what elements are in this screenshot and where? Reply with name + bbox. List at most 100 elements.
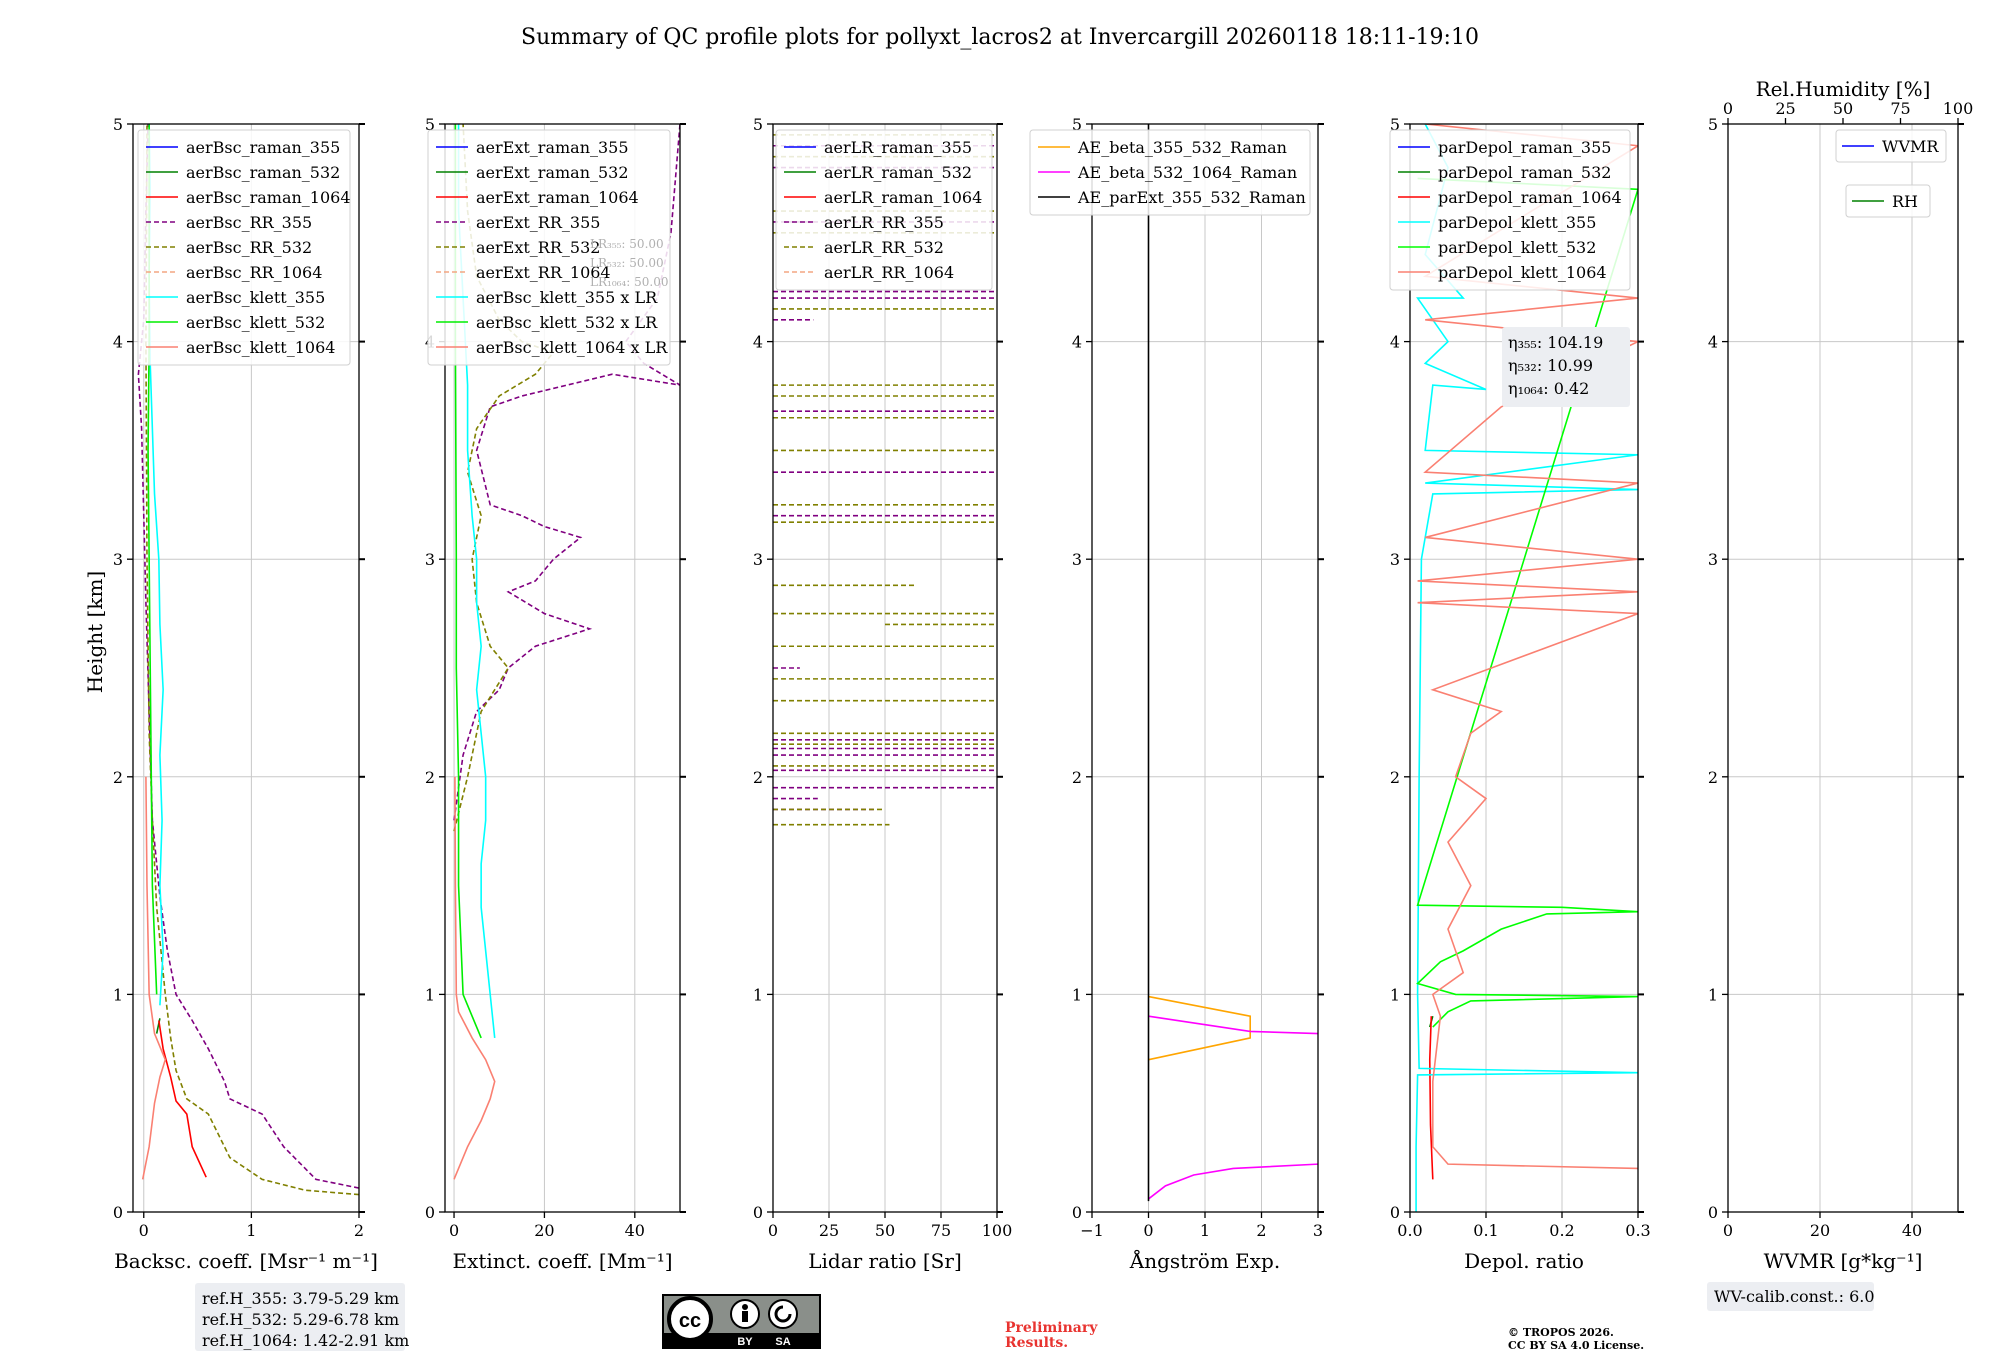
legend-label: AE_parExt_355_532_Raman [1077,188,1306,207]
x-tick-label: 100 [982,1221,1013,1240]
y-tick-label: 4 [1072,333,1082,352]
x-tick-label: 25 [819,1221,839,1240]
x-axis-label: Ångström Exp. [1129,1248,1280,1273]
preliminary-line-1: Preliminary [1005,1320,1098,1336]
top-tick-label: 0 [1723,99,1733,118]
series-line [1148,995,1251,1061]
y-tick-label: 4 [753,333,763,352]
by-person-head [742,1304,748,1310]
legend-box [1389,129,1631,291]
ref-height-line: ref.H_1064: 1.42-2.91 km [202,1331,409,1350]
legend-label: aerExt_raman_532 [476,163,629,182]
axes-frame [444,123,681,1213]
y-tick-label: 4 [113,333,123,352]
series-line [1415,124,1638,1212]
y-tick-label: 3 [425,550,435,569]
legend-label: aerBsc_RR_355 [186,213,312,232]
y-tick-label: 3 [1708,550,1718,569]
top-tick-label: 25 [1775,99,1795,118]
x-axis-label: Depol. ratio [1464,1249,1584,1273]
panel-lr: 0 25 50 75 100 0 1 2 3 4 5 Lidar ratio [Sr] aerLR_ra… [753,115,1012,1273]
y-tick-label: 5 [1390,115,1400,134]
legend-label: aerLR_RR_355 [824,213,944,232]
axes-frame [1409,123,1639,1213]
x-tick-label: 2 [354,1221,364,1240]
y-tick-label: 2 [1708,768,1718,787]
legend-label: aerLR_raman_532 [824,163,972,182]
legend-label: parDepol_raman_1064 [1438,188,1622,207]
copyright-line-2: CC BY SA 4.0 License. [1508,1339,1644,1352]
series-line [1416,177,1638,1028]
x-tick-label: 20 [1810,1221,1830,1240]
legend-label: aerExt_RR_1064 [476,263,611,282]
legend-label: aerBsc_klett_532 x LR [476,313,658,332]
legend-label: aerExt_raman_355 [476,138,629,157]
y-tick-label: 3 [1072,550,1082,569]
legend-label: aerLR_raman_355 [824,138,972,157]
y-tick-label: 5 [1708,115,1718,134]
by-person-body [742,1311,748,1322]
legend-label: aerLR_raman_1064 [824,188,982,207]
x-tick-label: 3 [1313,1221,1323,1240]
sa-share-icon [768,1299,798,1329]
y-tick-label: 2 [1072,768,1082,787]
legend-label: aerBsc_raman_532 [186,163,340,182]
series-line [137,124,359,1189]
panel-ext: 02040012345Extinct. coeff. [Mm⁻¹]aerExt_… [425,115,686,1273]
y-tick-label: 1 [113,985,123,1004]
y-tick-label: 2 [753,768,763,787]
series-line [457,124,496,1039]
ref-height-line: ref.H_355: 3.79-5.29 km [202,1289,399,1308]
x-tick-label: 0.0 [1397,1221,1422,1240]
legend-label: aerExt_raman_1064 [476,188,639,207]
x-axis-label: Extinct. coeff. [Mm⁻¹] [452,1249,672,1273]
ref-height-line: ref.H_532: 5.29-6.78 km [202,1310,399,1329]
y-tick-label: 5 [753,115,763,134]
legend-box [775,129,993,291]
eta-annotation: η₃₅₅: 104.19 [1508,333,1603,352]
y-tick-label: 1 [753,985,763,1004]
y-tick-label: 0 [1390,1203,1400,1222]
y-tick-label: 0 [113,1203,123,1222]
lr-annotation: LR₃₅₅: 50.00 [590,237,664,251]
axes-frame [1727,123,1959,1213]
x-axis-label: Lidar ratio [Sr] [808,1249,962,1273]
legend-label: aerBsc_klett_1064 x LR [476,338,668,357]
x-axis-label: WVMR [g*kg⁻¹] [1764,1249,1923,1273]
x-tick-label: 0.2 [1549,1221,1574,1240]
wv-calib-text: WV-calib.const.: 6.0 [1714,1287,1875,1306]
y-tick-label: 0 [1708,1203,1718,1222]
legend: aerBsc_raman_355 aerBsc_raman_532 aerBsc_r… [137,129,351,366]
series-line [453,776,496,1180]
wv-calib-box [1707,1282,1874,1311]
by-label: BY [737,1336,753,1348]
legend: AE_beta_355_532_Raman AE_beta_532_1064_Ra… [1029,129,1311,216]
x-tick-label: 0 [1723,1221,1733,1240]
legend-label: aerLR_RR_1064 [824,263,954,282]
sa-label: SA [775,1336,790,1348]
y-tick-label: 1 [1390,985,1400,1004]
y-tick-label: 5 [1072,115,1082,134]
x-tick-label: 0 [1143,1221,1153,1240]
series-line [1428,1016,1434,1180]
lr-annotation: LR₁₀₆₄: 50.00 [590,275,668,289]
y-tick-label: 0 [753,1203,763,1222]
x-tick-label: −1 [1080,1221,1104,1240]
eta-annotation: η₁₀₆₄: 0.42 [1508,379,1589,398]
legend: aerExt_raman_355 aerExt_raman_532 aerExt_r… [427,129,671,366]
legend: parDepol_raman_355 parDepol_raman_532 parD… [1389,129,1631,291]
x-axis-label: Backsc. coeff. [Msr⁻¹ m⁻¹] [114,1249,378,1273]
y-tick-label: 2 [425,768,435,787]
y-tick-label: 3 [1390,550,1400,569]
top-tick-label: 100 [1943,99,1974,118]
x-tick-label: 0 [768,1221,778,1240]
series-line [158,1020,207,1178]
y-tick-label: 0 [1072,1203,1082,1222]
y-tick-label: 2 [1390,768,1400,787]
x-tick-label: 0 [139,1221,149,1240]
y-tick-label: 4 [1708,333,1718,352]
x-tick-label: 2 [1256,1221,1266,1240]
